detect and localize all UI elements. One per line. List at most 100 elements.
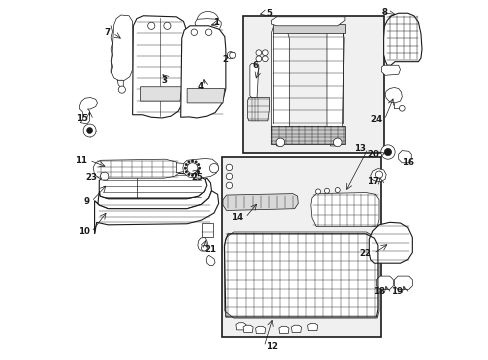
Circle shape (255, 56, 261, 62)
Circle shape (198, 167, 201, 169)
Circle shape (209, 163, 218, 173)
Circle shape (226, 173, 232, 180)
Circle shape (191, 160, 193, 162)
Circle shape (226, 182, 232, 189)
Text: 2: 2 (222, 55, 228, 64)
Text: 14: 14 (231, 213, 243, 222)
Circle shape (226, 164, 232, 171)
Circle shape (333, 138, 341, 147)
Circle shape (163, 22, 171, 30)
Polygon shape (187, 89, 224, 103)
Bar (222, 157, 381, 337)
Circle shape (184, 167, 186, 169)
Circle shape (262, 50, 267, 55)
Text: 12: 12 (265, 342, 278, 351)
Circle shape (197, 163, 200, 166)
Circle shape (187, 163, 198, 174)
Circle shape (191, 174, 193, 176)
Text: 6: 6 (252, 61, 258, 70)
Polygon shape (99, 173, 206, 199)
Text: 4: 4 (197, 82, 203, 91)
Polygon shape (249, 63, 258, 98)
Polygon shape (247, 98, 269, 121)
Circle shape (191, 29, 197, 36)
Polygon shape (180, 26, 225, 118)
Polygon shape (370, 168, 386, 182)
Circle shape (384, 148, 391, 156)
Text: 18: 18 (373, 287, 385, 296)
Polygon shape (243, 325, 253, 332)
Text: 21: 21 (204, 246, 216, 255)
Bar (243, 16, 384, 153)
Circle shape (86, 128, 92, 134)
Polygon shape (271, 24, 289, 146)
Ellipse shape (197, 12, 218, 30)
Polygon shape (224, 232, 378, 318)
Text: 25: 25 (191, 173, 203, 182)
Circle shape (375, 171, 382, 178)
Polygon shape (307, 323, 317, 330)
Circle shape (201, 245, 207, 251)
Circle shape (83, 124, 96, 137)
Circle shape (227, 51, 234, 59)
Circle shape (195, 161, 197, 163)
Circle shape (185, 171, 187, 173)
Text: 13: 13 (354, 144, 366, 153)
Text: 3: 3 (161, 76, 167, 85)
Text: 1: 1 (212, 18, 218, 27)
Circle shape (324, 188, 329, 193)
Polygon shape (229, 52, 235, 58)
Polygon shape (273, 24, 344, 33)
Polygon shape (255, 326, 265, 333)
Text: 15: 15 (76, 114, 88, 123)
Circle shape (147, 22, 155, 30)
Polygon shape (183, 158, 218, 178)
Circle shape (276, 138, 284, 147)
Polygon shape (235, 323, 245, 330)
Text: 17: 17 (366, 177, 378, 186)
Circle shape (118, 86, 125, 93)
Polygon shape (195, 19, 221, 30)
Polygon shape (111, 15, 132, 80)
Polygon shape (223, 194, 298, 211)
Polygon shape (376, 276, 392, 289)
Polygon shape (384, 87, 402, 103)
Text: 11: 11 (75, 156, 87, 165)
Polygon shape (93, 159, 180, 178)
Circle shape (195, 173, 197, 175)
Polygon shape (271, 17, 344, 26)
Polygon shape (381, 65, 400, 75)
Text: 9: 9 (83, 197, 89, 206)
Text: 20: 20 (366, 150, 378, 159)
Circle shape (187, 161, 190, 163)
Polygon shape (176, 163, 188, 173)
Text: 22: 22 (359, 249, 371, 258)
Circle shape (185, 163, 187, 166)
Circle shape (197, 171, 200, 173)
Polygon shape (398, 150, 410, 163)
Text: 23: 23 (85, 173, 97, 182)
Text: 19: 19 (390, 287, 403, 296)
Polygon shape (132, 16, 186, 118)
Polygon shape (383, 13, 421, 65)
Text: 7: 7 (104, 28, 110, 37)
Bar (204, 30, 212, 39)
Circle shape (187, 173, 190, 175)
Polygon shape (140, 87, 182, 101)
Polygon shape (310, 193, 378, 226)
Polygon shape (117, 80, 123, 87)
Circle shape (399, 105, 405, 111)
Text: 5: 5 (265, 9, 271, 18)
Circle shape (255, 50, 261, 55)
Polygon shape (80, 98, 97, 123)
Polygon shape (368, 222, 411, 263)
Circle shape (315, 189, 320, 194)
Text: 24: 24 (370, 115, 382, 124)
Circle shape (262, 56, 267, 62)
Polygon shape (394, 276, 411, 289)
Bar (202, 223, 212, 237)
Polygon shape (94, 191, 218, 234)
Text: 16: 16 (402, 158, 413, 167)
Text: 10: 10 (78, 228, 89, 237)
Polygon shape (326, 24, 344, 146)
